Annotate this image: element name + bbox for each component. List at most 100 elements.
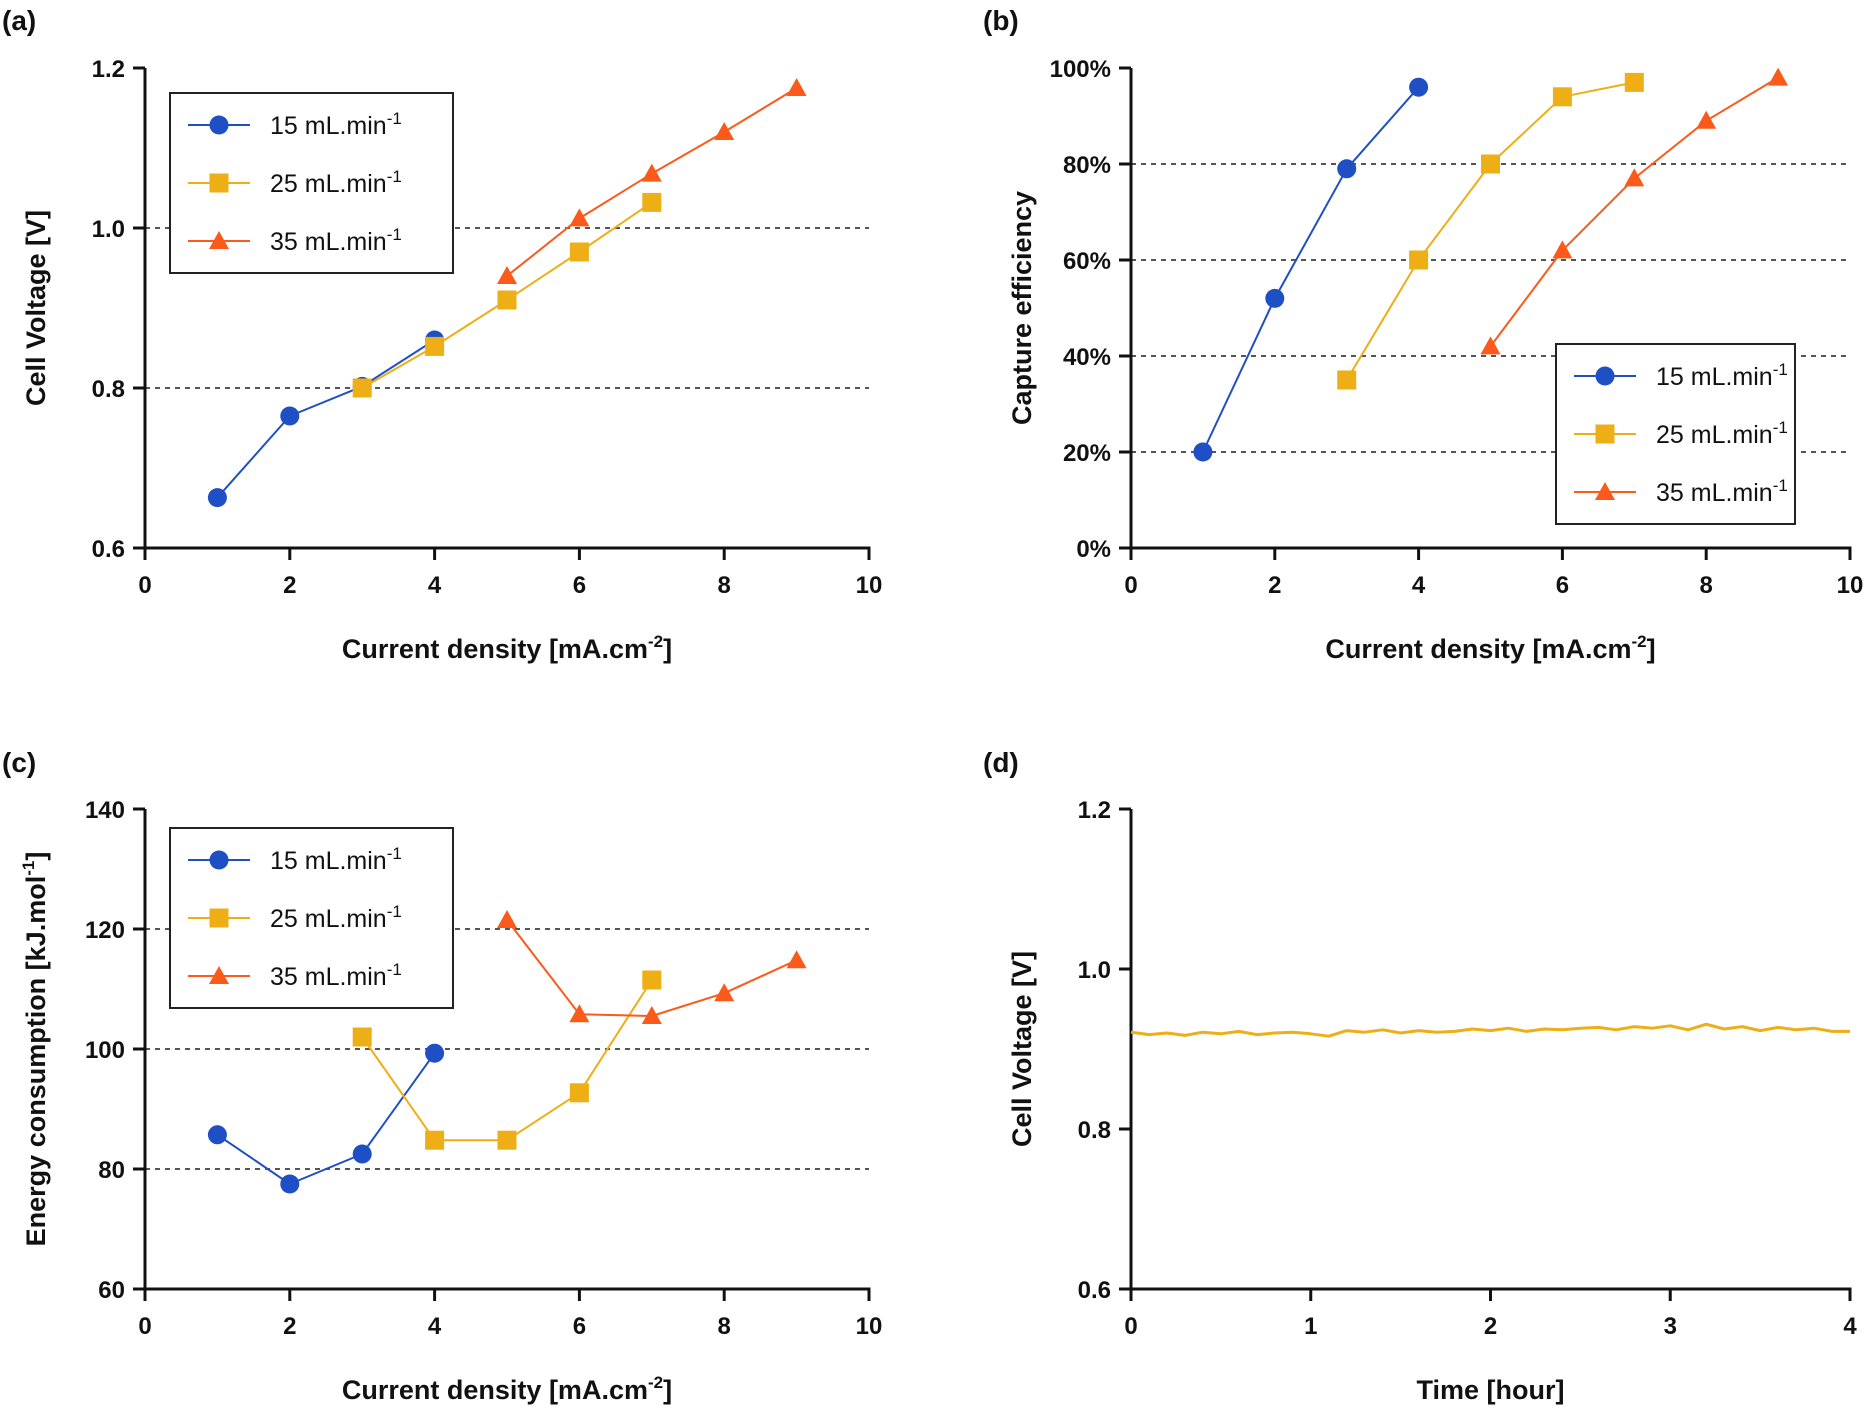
legend: 15 mL.min-1 25 mL.min-1 35 mL.min-1	[1555, 343, 1796, 525]
y-tick-label: 60%	[1063, 248, 1111, 275]
panel-label: (d)	[983, 747, 1019, 778]
chart-panel-1: (a) 0 2 4 6 8 10 0.6 0.8 1.0 1.2 Current density [m…	[2, 5, 882, 664]
y-tick-label: 80	[98, 1157, 125, 1184]
series-line	[1489, 76, 1779, 347]
series-2	[1337, 72, 1644, 390]
legend: 15 mL.min-1 25 mL.min-1 35 mL.min-1	[169, 827, 454, 1009]
x-tick-label: 0	[138, 1313, 151, 1340]
data-point	[280, 406, 300, 426]
series-3	[497, 910, 807, 1024]
data-point	[425, 1043, 445, 1063]
x-tick-label: 6	[573, 1313, 586, 1340]
series-line	[506, 919, 798, 1017]
legend-label: 35 mL.min-1	[270, 225, 402, 256]
chart-panel-2: (b)0 2 4 6 8 100%20%40%60%80%100%Current dens…	[983, 5, 1863, 664]
data-point	[569, 208, 590, 227]
data-point	[425, 336, 445, 356]
y-tick-label: 100%	[1050, 56, 1111, 83]
x-tick-label: 0	[1124, 572, 1137, 599]
chart-panel-3: (c) 0 2 4 6 8 10 60 80 100 120 140 Current density […	[2, 747, 882, 1405]
data-point	[641, 163, 662, 182]
data-point	[641, 1006, 662, 1024]
data-point	[642, 192, 662, 212]
chart-panel-4: (d) 0 1 2 3 4 0.6 0.8 1.0 1.2 Time [hour] Cell Volt…	[983, 747, 1857, 1405]
legend-marker	[209, 966, 229, 984]
x-tick-label: 4	[1843, 1313, 1857, 1340]
data-point	[280, 1174, 300, 1194]
x-tick-label: 2	[283, 572, 296, 599]
x-tick-label: 8	[718, 1313, 731, 1340]
y-tick-label: 1.0	[92, 216, 125, 243]
series-1	[207, 1043, 445, 1194]
series-3	[497, 78, 807, 284]
legend-marker	[1595, 366, 1615, 386]
legend-marker	[209, 908, 229, 928]
data-point	[1768, 67, 1789, 86]
y-axis-label: Cell Voltage [V]	[21, 210, 51, 406]
y-tick-label: 1.0	[1078, 957, 1111, 984]
data-point	[497, 910, 517, 928]
data-point	[714, 122, 735, 140]
y-tick-label: 60	[98, 1277, 125, 1304]
y-axis-label: Energy consumption [kJ.mol-1]	[19, 852, 51, 1247]
data-point	[207, 488, 227, 508]
y-axis-label: Capture efficiency	[1007, 191, 1037, 425]
data-point	[1552, 87, 1572, 107]
legend-label: 15 mL.min-1	[270, 109, 402, 140]
legend-label: 15 mL.min-1	[270, 844, 402, 875]
data-point	[569, 242, 589, 262]
y-tick-label: 140	[85, 797, 125, 824]
data-point	[1552, 240, 1573, 259]
data-point	[1337, 159, 1357, 179]
x-tick-label: 0	[1124, 1313, 1137, 1340]
x-tick-label: 4	[428, 1313, 442, 1340]
legend-marker	[209, 850, 229, 870]
y-tick-label: 0.8	[92, 376, 125, 403]
series-1	[207, 330, 445, 508]
legend-marker	[1595, 424, 1615, 444]
x-tick-label: 4	[428, 572, 442, 599]
legend-label: 35 mL.min-1	[270, 960, 402, 991]
legend-marker	[209, 231, 229, 249]
series-2	[352, 192, 662, 398]
x-tick-label: 6	[573, 572, 586, 599]
x-tick-label: 2	[1484, 1313, 1497, 1340]
x-tick-label: 10	[1837, 572, 1864, 599]
data-point	[1624, 168, 1645, 187]
x-tick-label: 0	[138, 572, 151, 599]
data-point	[569, 1083, 589, 1103]
y-tick-label: 1.2	[1078, 797, 1111, 824]
x-tick-label: 8	[718, 572, 731, 599]
data-point	[425, 1130, 445, 1150]
series-2	[352, 970, 662, 1150]
y-tick-label: 0%	[1076, 536, 1111, 563]
data-point	[497, 1130, 517, 1150]
x-axis-label: Current density [mA.cm-2]	[342, 632, 672, 664]
data-point	[642, 970, 662, 990]
x-tick-label: 2	[283, 1313, 296, 1340]
y-tick-label: 20%	[1063, 440, 1111, 467]
legend-label: 25 mL.min-1	[1656, 418, 1788, 449]
data-point	[207, 1125, 227, 1145]
x-axis-label: Current density [mA.cm-2]	[342, 1373, 672, 1405]
y-tick-label: 0.8	[1078, 1117, 1111, 1144]
data-point	[352, 1027, 372, 1047]
data-point	[714, 983, 735, 1002]
series-line	[1130, 1022, 1850, 1038]
panel-label: (c)	[2, 747, 36, 778]
data-point	[1696, 110, 1717, 129]
y-tick-label: 80%	[1063, 152, 1111, 179]
legend: 15 mL.min-1 25 mL.min-1 35 mL.min-1	[169, 92, 454, 274]
x-tick-label: 6	[1556, 572, 1569, 599]
series-line	[1345, 81, 1635, 381]
x-axis-label: Time [hour]	[1417, 1375, 1565, 1405]
series-line	[506, 87, 798, 277]
data-point	[569, 1004, 590, 1023]
legend-marker	[1595, 482, 1615, 500]
legend-label: 25 mL.min-1	[270, 902, 402, 933]
data-point	[352, 1144, 372, 1164]
x-tick-label: 4	[1412, 572, 1426, 599]
data-point	[352, 378, 372, 398]
series-1	[1193, 77, 1429, 462]
